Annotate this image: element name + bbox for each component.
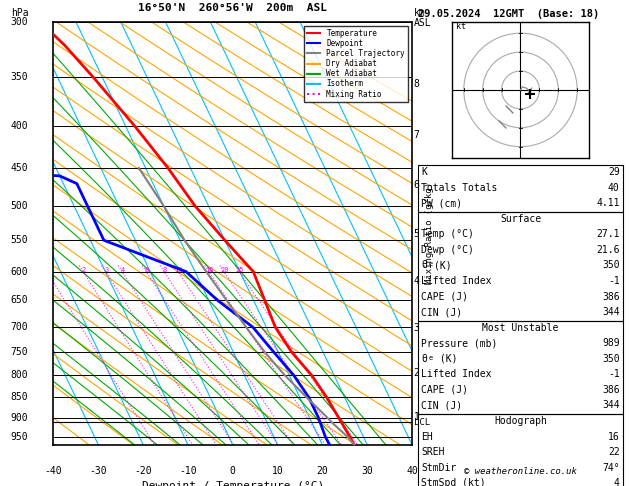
Text: e: e xyxy=(429,261,433,267)
Text: CIN (J): CIN (J) xyxy=(421,307,462,317)
Text: 4: 4 xyxy=(414,277,420,286)
Text: 450: 450 xyxy=(11,163,28,173)
Text: ASL: ASL xyxy=(414,18,431,28)
Text: 989: 989 xyxy=(602,338,620,348)
Text: 16: 16 xyxy=(205,266,214,273)
Text: 300: 300 xyxy=(11,17,28,27)
Text: LCL: LCL xyxy=(414,418,430,427)
Text: θ: θ xyxy=(421,260,427,271)
Text: PW (cm): PW (cm) xyxy=(421,198,462,208)
Text: K: K xyxy=(421,167,427,177)
Text: Dewp (°C): Dewp (°C) xyxy=(421,245,474,255)
Text: 5: 5 xyxy=(414,229,420,239)
Text: 344: 344 xyxy=(602,307,620,317)
Text: Pressure (mb): Pressure (mb) xyxy=(421,338,498,348)
Text: -20: -20 xyxy=(134,466,152,476)
Text: StmSpd (kt): StmSpd (kt) xyxy=(421,478,486,486)
Text: 1: 1 xyxy=(414,412,420,422)
Text: Temp (°C): Temp (°C) xyxy=(421,229,474,240)
Legend: Temperature, Dewpoint, Parcel Trajectory, Dry Adiabat, Wet Adiabat, Isotherm, Mi: Temperature, Dewpoint, Parcel Trajectory… xyxy=(304,26,408,102)
Text: kt: kt xyxy=(456,22,466,32)
Text: 27.1: 27.1 xyxy=(596,229,620,240)
Text: 16°50'N  260°56'W  200m  ASL: 16°50'N 260°56'W 200m ASL xyxy=(138,3,327,14)
Text: StmDir: StmDir xyxy=(421,463,457,473)
Text: km: km xyxy=(414,8,426,17)
Text: 900: 900 xyxy=(11,413,28,423)
Text: e: e xyxy=(429,355,433,361)
Text: 6: 6 xyxy=(414,180,420,190)
Text: Lifted Index: Lifted Index xyxy=(421,276,492,286)
Text: (K): (K) xyxy=(434,260,452,271)
Text: 10: 10 xyxy=(272,466,284,476)
Text: 10: 10 xyxy=(174,266,183,273)
Text: 350: 350 xyxy=(602,354,620,364)
Text: Mixing Ratio (g/kg): Mixing Ratio (g/kg) xyxy=(425,182,433,284)
Text: 4.11: 4.11 xyxy=(596,198,620,208)
Text: 2: 2 xyxy=(414,368,420,378)
Text: 4: 4 xyxy=(614,478,620,486)
Text: -30: -30 xyxy=(89,466,107,476)
Text: 400: 400 xyxy=(11,121,28,131)
Text: 0: 0 xyxy=(230,466,236,476)
Text: -40: -40 xyxy=(45,466,62,476)
Text: 30: 30 xyxy=(361,466,373,476)
Text: SREH: SREH xyxy=(421,447,445,457)
Text: 40: 40 xyxy=(406,466,418,476)
Text: 850: 850 xyxy=(11,392,28,402)
Text: 8: 8 xyxy=(162,266,167,273)
Text: 650: 650 xyxy=(11,295,28,306)
Text: 350: 350 xyxy=(11,72,28,83)
Text: 550: 550 xyxy=(11,235,28,245)
Text: 4: 4 xyxy=(121,266,125,273)
Text: θ: θ xyxy=(421,354,427,364)
Text: 40: 40 xyxy=(608,183,620,193)
Text: Lifted Index: Lifted Index xyxy=(421,369,492,380)
Text: Hodograph: Hodograph xyxy=(494,416,547,426)
Text: 950: 950 xyxy=(11,432,28,442)
Text: 20: 20 xyxy=(316,466,328,476)
Text: 344: 344 xyxy=(602,400,620,411)
Text: CIN (J): CIN (J) xyxy=(421,400,462,411)
Text: 2: 2 xyxy=(82,266,86,273)
Text: 74°: 74° xyxy=(602,463,620,473)
Text: EH: EH xyxy=(421,432,433,442)
Text: 3: 3 xyxy=(104,266,108,273)
Text: 386: 386 xyxy=(602,292,620,302)
Text: 800: 800 xyxy=(11,370,28,380)
Text: -1: -1 xyxy=(608,369,620,380)
Text: 7: 7 xyxy=(414,130,420,140)
Text: 3: 3 xyxy=(414,323,420,333)
Text: 22: 22 xyxy=(608,447,620,457)
Text: 16: 16 xyxy=(608,432,620,442)
Text: 6: 6 xyxy=(145,266,149,273)
Text: Totals Totals: Totals Totals xyxy=(421,183,498,193)
Text: 750: 750 xyxy=(11,347,28,357)
Text: -1: -1 xyxy=(608,276,620,286)
Text: 29.05.2024  12GMT  (Base: 18): 29.05.2024 12GMT (Base: 18) xyxy=(418,9,599,19)
Text: 700: 700 xyxy=(11,322,28,332)
Text: 386: 386 xyxy=(602,385,620,395)
Text: 600: 600 xyxy=(11,267,28,277)
Text: 25: 25 xyxy=(236,266,244,273)
Text: Most Unstable: Most Unstable xyxy=(482,323,559,333)
Text: 500: 500 xyxy=(11,201,28,211)
Text: CAPE (J): CAPE (J) xyxy=(421,385,469,395)
Text: © weatheronline.co.uk: © weatheronline.co.uk xyxy=(464,467,577,476)
Text: Dewpoint / Temperature (°C): Dewpoint / Temperature (°C) xyxy=(142,481,324,486)
Text: CAPE (J): CAPE (J) xyxy=(421,292,469,302)
Text: 20: 20 xyxy=(220,266,229,273)
Text: hPa: hPa xyxy=(11,8,28,17)
Text: 21.6: 21.6 xyxy=(596,245,620,255)
Text: -10: -10 xyxy=(179,466,197,476)
Text: 29: 29 xyxy=(608,167,620,177)
Text: 350: 350 xyxy=(602,260,620,271)
Text: 8: 8 xyxy=(414,79,420,88)
Text: (K): (K) xyxy=(434,354,457,364)
Text: Surface: Surface xyxy=(500,214,541,224)
